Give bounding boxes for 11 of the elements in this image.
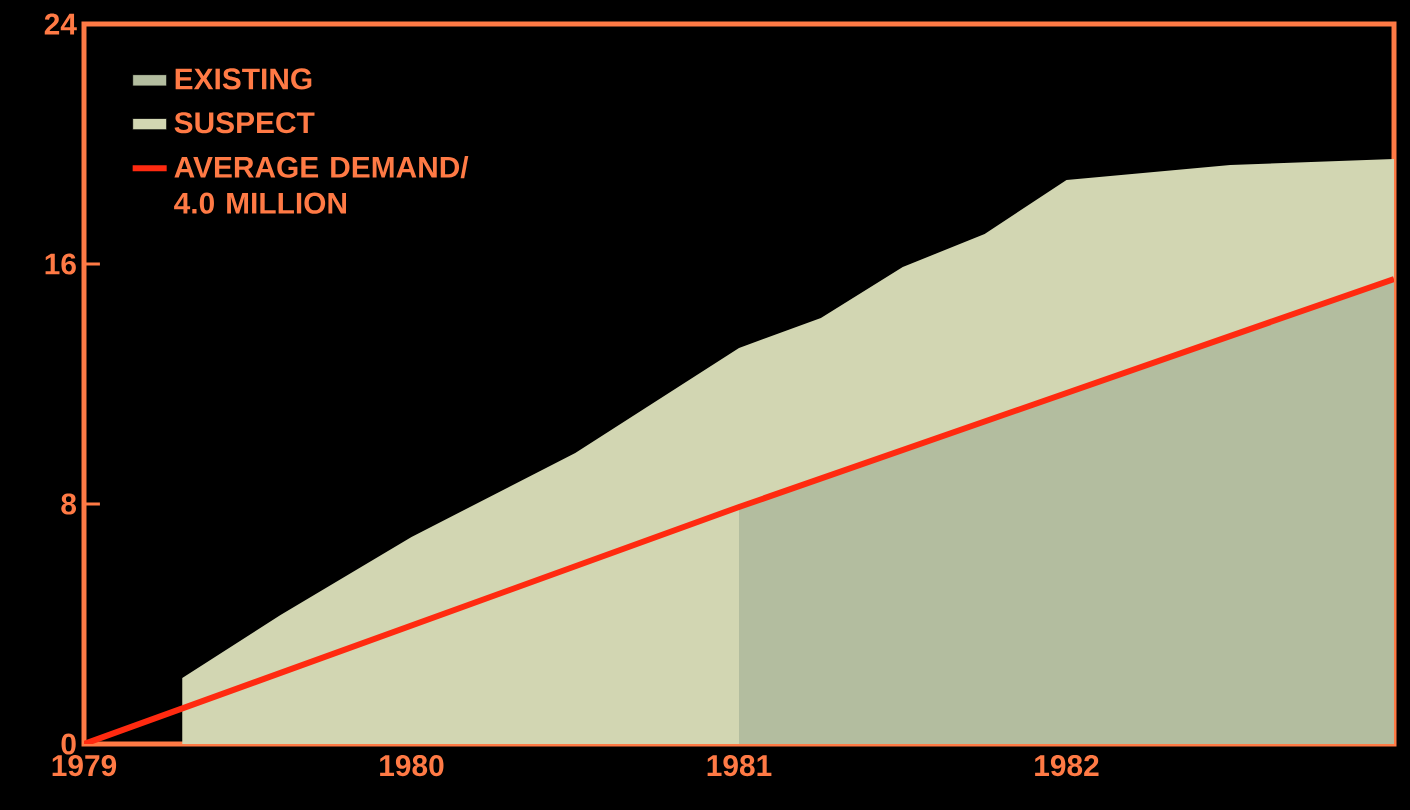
- x-tick-label: 1981: [707, 755, 772, 777]
- x-tick-label: 1979: [52, 755, 117, 777]
- x-tick-label: 1982: [1035, 755, 1099, 777]
- y-tick-label: 8: [61, 493, 77, 515]
- x-tick-label: 1980: [380, 755, 444, 777]
- legend-label: EXISTING: [175, 68, 312, 90]
- y-tick-label: 16: [45, 253, 76, 275]
- y-tick-label: 24: [44, 13, 77, 35]
- legend-label: SUSPECT: [174, 112, 315, 134]
- legend-label: AVERAGE DEMAND/ 4.0 MILLION: [174, 155, 469, 214]
- y-tick-label: 0: [61, 733, 76, 755]
